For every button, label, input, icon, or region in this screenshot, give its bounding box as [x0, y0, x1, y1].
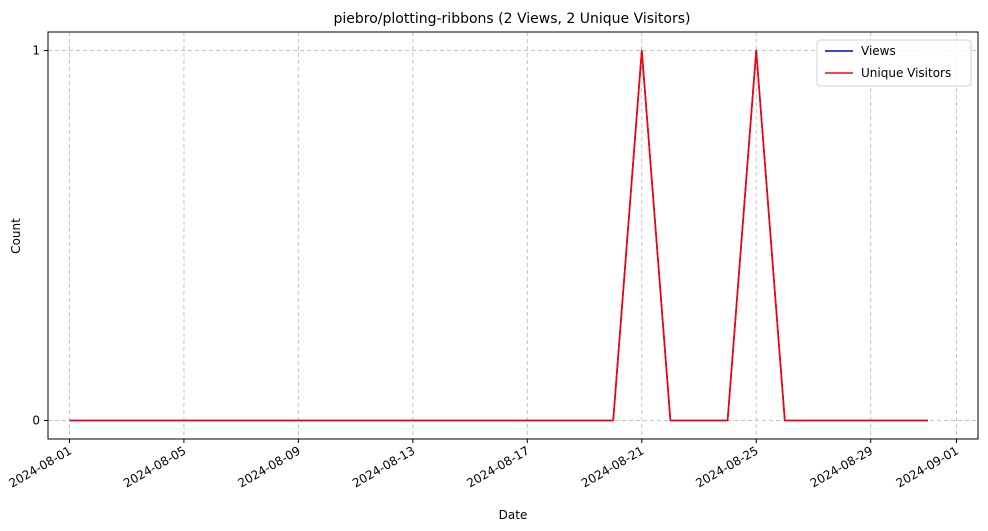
legend: Views Unique Visitors — [816, 39, 972, 87]
x-tick-label: 2024-08-13 — [350, 443, 417, 490]
legend-entry: Views — [861, 44, 896, 58]
x-tick-label: 2024-08-01 — [7, 443, 74, 490]
legend-entry: Unique Visitors — [861, 66, 951, 80]
x-tick-label: 2024-08-05 — [121, 443, 188, 490]
series-line-1 — [69, 49, 928, 422]
grid — [48, 32, 978, 439]
x-tick-label: 2024-08-29 — [808, 443, 875, 490]
x-tick-label: 2024-09-01 — [894, 443, 961, 490]
series-line-0 — [69, 49, 928, 422]
y-axis-label: Count — [9, 218, 23, 254]
y-axis: 01 — [32, 44, 48, 428]
y-tick-label: 0 — [32, 414, 40, 428]
x-tick-label: 2024-08-09 — [235, 443, 302, 490]
chart-title: piebro/plotting-ribbons (2 Views, 2 Uniq… — [334, 11, 691, 27]
legend-box — [816, 39, 972, 87]
x-axis: 2024-08-01 2024-08-05 2024-08-09 2024-08-13… — [7, 439, 961, 490]
x-tick-label: 2024-08-21 — [579, 443, 646, 490]
x-tick-label: 2024-08-17 — [464, 443, 531, 490]
x-axis-label: Date — [499, 508, 528, 522]
x-tick-label: 2024-08-25 — [693, 443, 760, 490]
series-lines — [69, 49, 928, 422]
y-tick-label: 1 — [32, 44, 40, 58]
plot-frame — [47, 31, 979, 440]
